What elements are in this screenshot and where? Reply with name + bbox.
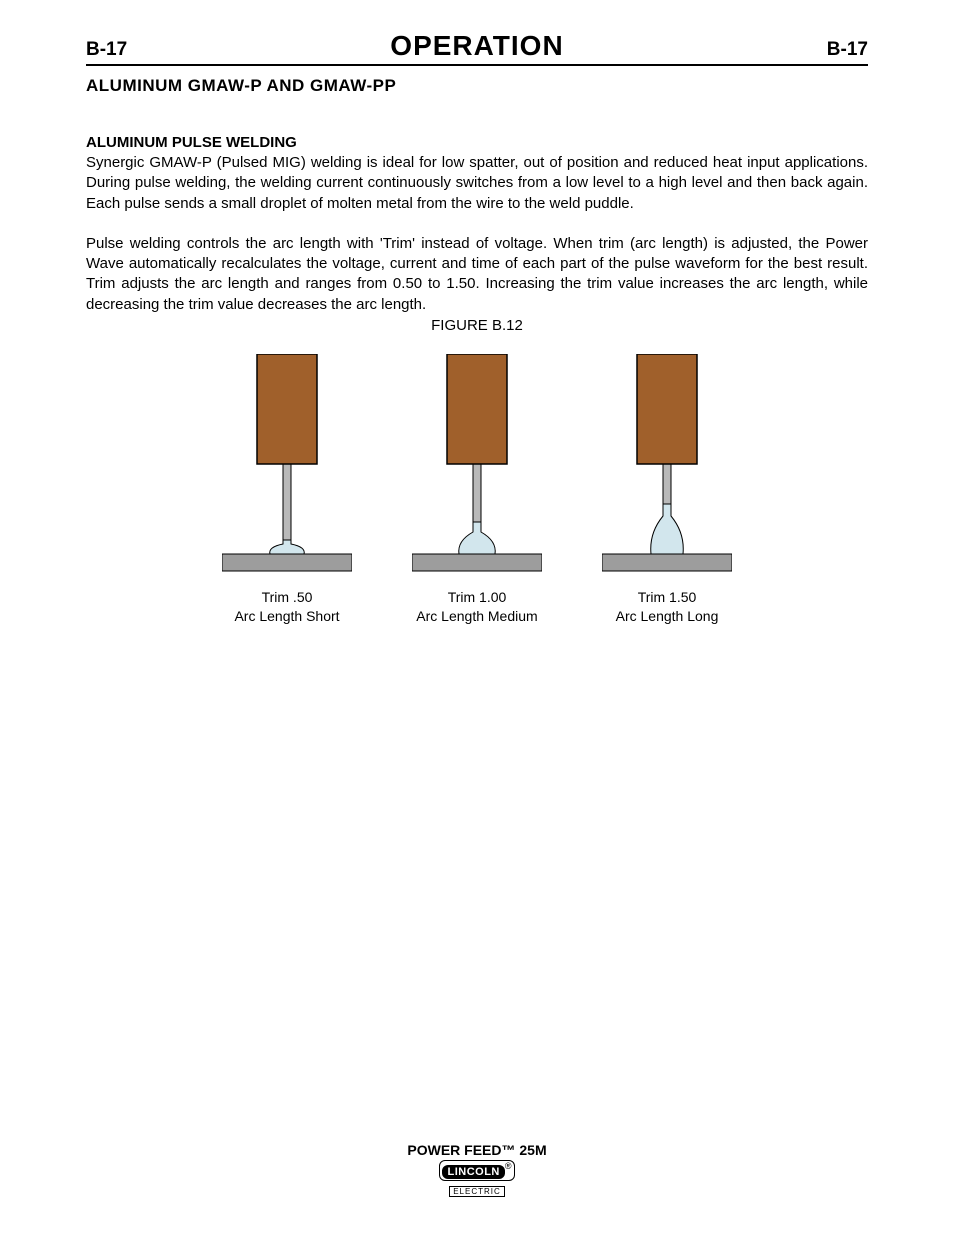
trim-value: Trim 1.50 <box>638 589 697 605</box>
page-code-left: B-17 <box>86 39 127 61</box>
torch-nozzle <box>447 354 507 464</box>
torch-nozzle <box>637 354 697 464</box>
paragraph-1: Synergic GMAW-P (Pulsed MIG) welding is … <box>86 153 868 214</box>
trim-label-1: Trim 1.00 Arc Length Medium <box>416 588 537 626</box>
base-plate <box>412 554 542 571</box>
brand-logo: LINCOLN® ELECTRIC <box>0 1160 954 1199</box>
page-title: OPERATION <box>390 30 563 62</box>
torch-nozzle <box>257 354 317 464</box>
trim-label-0: Trim .50 Arc Length Short <box>234 588 339 626</box>
arc-puddle <box>651 504 684 554</box>
torch-svg-2 <box>602 354 732 584</box>
arc-length-desc: Arc Length Short <box>234 608 339 624</box>
torch-svg-0 <box>222 354 352 584</box>
paragraph-2: Pulse welding controls the arc length wi… <box>86 234 868 315</box>
sub-heading: ALUMINUM PULSE WELDING <box>86 134 868 151</box>
page-header: B-17 OPERATION B-17 <box>86 30 868 66</box>
torch-svg-1 <box>412 354 542 584</box>
wire-electrode <box>663 464 671 504</box>
arc-length-desc: Arc Length Long <box>616 608 719 624</box>
registered-icon: ® <box>505 1161 512 1171</box>
trim-value: Trim 1.00 <box>448 589 507 605</box>
base-plate <box>602 554 732 571</box>
base-plate <box>222 554 352 571</box>
torch-diagram-1: Trim 1.00 Arc Length Medium <box>412 354 542 626</box>
torch-diagram-2: Trim 1.50 Arc Length Long <box>602 354 732 626</box>
wire-electrode <box>473 464 481 522</box>
arc-puddle <box>459 522 495 554</box>
arc-length-desc: Arc Length Medium <box>416 608 537 624</box>
trim-value: Trim .50 <box>262 589 313 605</box>
trim-label-2: Trim 1.50 Arc Length Long <box>616 588 719 626</box>
figure-b12: Trim .50 Arc Length Short Trim 1.00 Arc Len… <box>86 354 868 626</box>
figure-caption: FIGURE B.12 <box>86 317 868 334</box>
wire-electrode <box>283 464 291 540</box>
torch-diagram-0: Trim .50 Arc Length Short <box>222 354 352 626</box>
logo-main-text: LINCOLN <box>442 1165 504 1179</box>
product-name: POWER FEED™ 25M <box>0 1142 954 1158</box>
page-footer: POWER FEED™ 25M LINCOLN® ELECTRIC <box>0 1142 954 1199</box>
section-heading: ALUMINUM GMAW-P AND GMAW-PP <box>86 76 868 96</box>
arc-puddle <box>270 540 304 554</box>
page-code-right: B-17 <box>827 39 868 61</box>
logo-sub-text: ELECTRIC <box>449 1186 505 1197</box>
